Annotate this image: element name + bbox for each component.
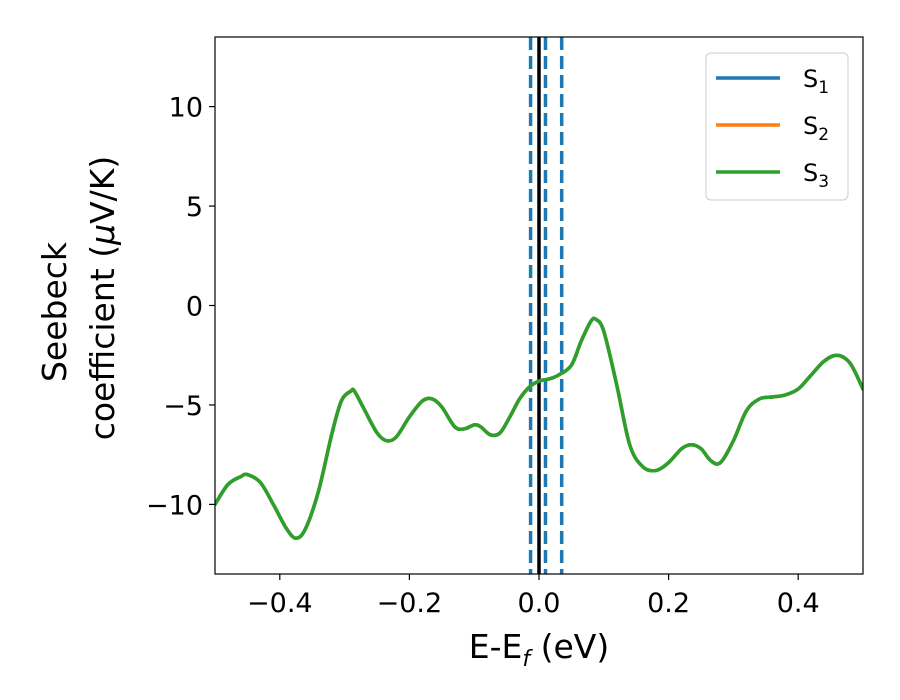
x-axis-label: E-Ef (eV) [469, 627, 609, 672]
y-axis-label-mu: μ [83, 224, 122, 246]
y-tick-label: 0 [186, 292, 203, 323]
x-axis-label-subscript: f [522, 647, 533, 672]
x-tick-label: 0.2 [647, 588, 690, 619]
legend-label-main: S [803, 159, 818, 187]
y-axis-label-line2: coefficient (μV/K) [83, 156, 122, 441]
legend-label-subscript: 3 [818, 172, 829, 192]
y-axis-label-coefficient: coefficient ( [83, 245, 122, 440]
y-tick-label: 10 [169, 93, 203, 124]
y-axis-label: Seebeck coefficient (μV/K) [35, 156, 122, 441]
x-tick-label: −0.2 [377, 588, 443, 619]
legend-label-s2: S2 [803, 112, 829, 145]
x-axis-label-tail: (eV) [530, 627, 609, 666]
x-axis-label-main: E-E [469, 627, 523, 666]
legend-label-subscript: 2 [818, 125, 829, 145]
legend-label-main: S [803, 112, 818, 140]
x-axis-ticks: −0.4 −0.2 0.0 0.2 0.4 [247, 574, 820, 619]
series-line-s3 [215, 316, 863, 540]
plot-area [215, 37, 863, 574]
y-axis-ticks: −10 −5 0 5 10 [146, 93, 215, 521]
x-tick-label: 0.4 [777, 588, 820, 619]
legend-label-subscript: 1 [818, 78, 829, 98]
y-tick-label: −5 [163, 391, 203, 422]
plot-frame [214, 36, 864, 575]
y-axis-label-line1: Seebeck [35, 241, 74, 382]
legend-label-s3: S3 [803, 159, 829, 192]
y-axis-label-unit: V/K) [83, 156, 122, 224]
x-tick-label: −0.4 [247, 588, 313, 619]
legend-label-main: S [803, 65, 818, 93]
x-tick-label: 0.0 [518, 588, 561, 619]
legend-label-s1: S1 [803, 65, 829, 98]
y-tick-label: −10 [146, 490, 203, 521]
y-tick-label: 5 [186, 192, 203, 223]
